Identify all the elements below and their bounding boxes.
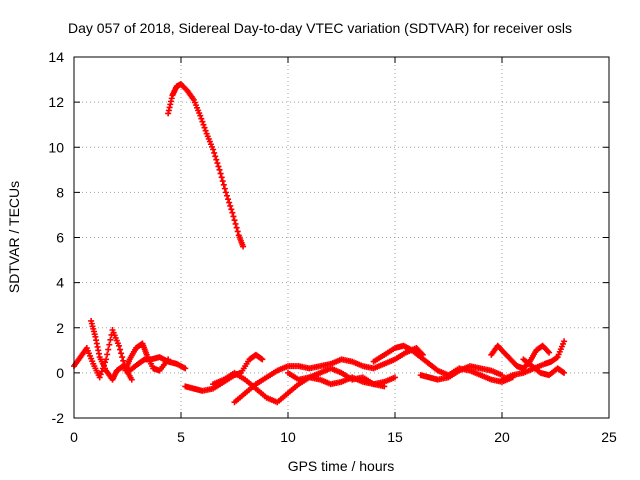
data-point [232, 220, 239, 227]
data-point [201, 124, 208, 131]
data-point [198, 115, 205, 122]
data-point [233, 224, 240, 231]
data-point [234, 228, 241, 235]
data-point [222, 189, 229, 196]
data-points [71, 81, 568, 406]
series-sat-d [122, 340, 172, 374]
y-tick-label: 8 [56, 184, 64, 200]
data-point [231, 217, 238, 224]
data-point [229, 209, 236, 216]
y-tick-label: 6 [56, 230, 64, 246]
data-point [226, 199, 233, 206]
axis-ticks: 0 5 10 15 20 25 -2 0 2 4 6 8 10 12 14 [48, 49, 617, 445]
data-point [561, 369, 568, 376]
series-sat-h [285, 365, 398, 388]
y-tick-label: 2 [56, 320, 64, 336]
data-point [211, 149, 218, 156]
data-point [225, 196, 232, 203]
y-tick-label: 4 [56, 275, 64, 291]
y-tick-label: 0 [56, 365, 64, 381]
x-tick-label: 5 [177, 429, 185, 445]
data-point [118, 350, 125, 357]
data-point [546, 349, 553, 356]
x-tick-label: 15 [387, 429, 403, 445]
data-point [119, 354, 126, 361]
data-point [216, 166, 223, 173]
data-point [215, 163, 222, 170]
series-sat-a [165, 81, 247, 250]
y-tick-label: -2 [52, 410, 65, 426]
data-point [120, 357, 127, 364]
data-point [220, 181, 227, 188]
data-point [199, 118, 206, 125]
data-point [97, 371, 104, 378]
series-sat-j [417, 363, 505, 383]
series-sat-f [231, 345, 426, 406]
data-point [105, 346, 112, 353]
data-point [219, 178, 226, 185]
data-point [200, 121, 207, 128]
data-point [561, 338, 568, 345]
data-point [115, 342, 122, 349]
series-sat-k [488, 342, 553, 372]
data-point [128, 376, 135, 383]
data-point [103, 356, 110, 363]
y-tick-label: 14 [48, 49, 64, 65]
data-point [107, 336, 114, 343]
data-point [545, 348, 552, 355]
data-point [165, 356, 172, 363]
data-point [240, 243, 247, 250]
data-point [224, 192, 231, 199]
data-point [221, 185, 228, 192]
data-point [392, 374, 398, 381]
data-point [227, 202, 234, 209]
x-tick-label: 10 [280, 429, 296, 445]
data-point [182, 365, 189, 372]
x-tick-label: 20 [494, 429, 510, 445]
data-point [214, 160, 221, 167]
data-point [259, 356, 266, 363]
data-point [218, 174, 225, 181]
x-axis-label: GPS time / hours [288, 458, 395, 474]
data-point [117, 346, 124, 353]
data-point [228, 206, 235, 213]
data-point [213, 156, 220, 163]
data-point [210, 146, 217, 153]
data-point [96, 374, 103, 381]
data-point [217, 170, 224, 177]
series-sat-m [520, 356, 568, 379]
data-point [230, 213, 237, 220]
data-point [197, 112, 204, 119]
data-point [212, 153, 219, 160]
series-sat-b [71, 327, 135, 383]
x-tick-label: 0 [70, 429, 78, 445]
y-axis-label: SDTVAR / TECUs [6, 181, 22, 293]
y-tick-label: 10 [48, 139, 64, 155]
data-point [106, 341, 113, 348]
data-point [104, 351, 111, 358]
data-point [202, 127, 209, 134]
grid [74, 57, 609, 418]
y-tick-label: 12 [48, 94, 64, 110]
plot-border [73, 56, 610, 419]
chart-title: Day 057 of 2018, Sidereal Day-to-day VTE… [68, 20, 572, 36]
x-tick-label: 25 [601, 429, 617, 445]
